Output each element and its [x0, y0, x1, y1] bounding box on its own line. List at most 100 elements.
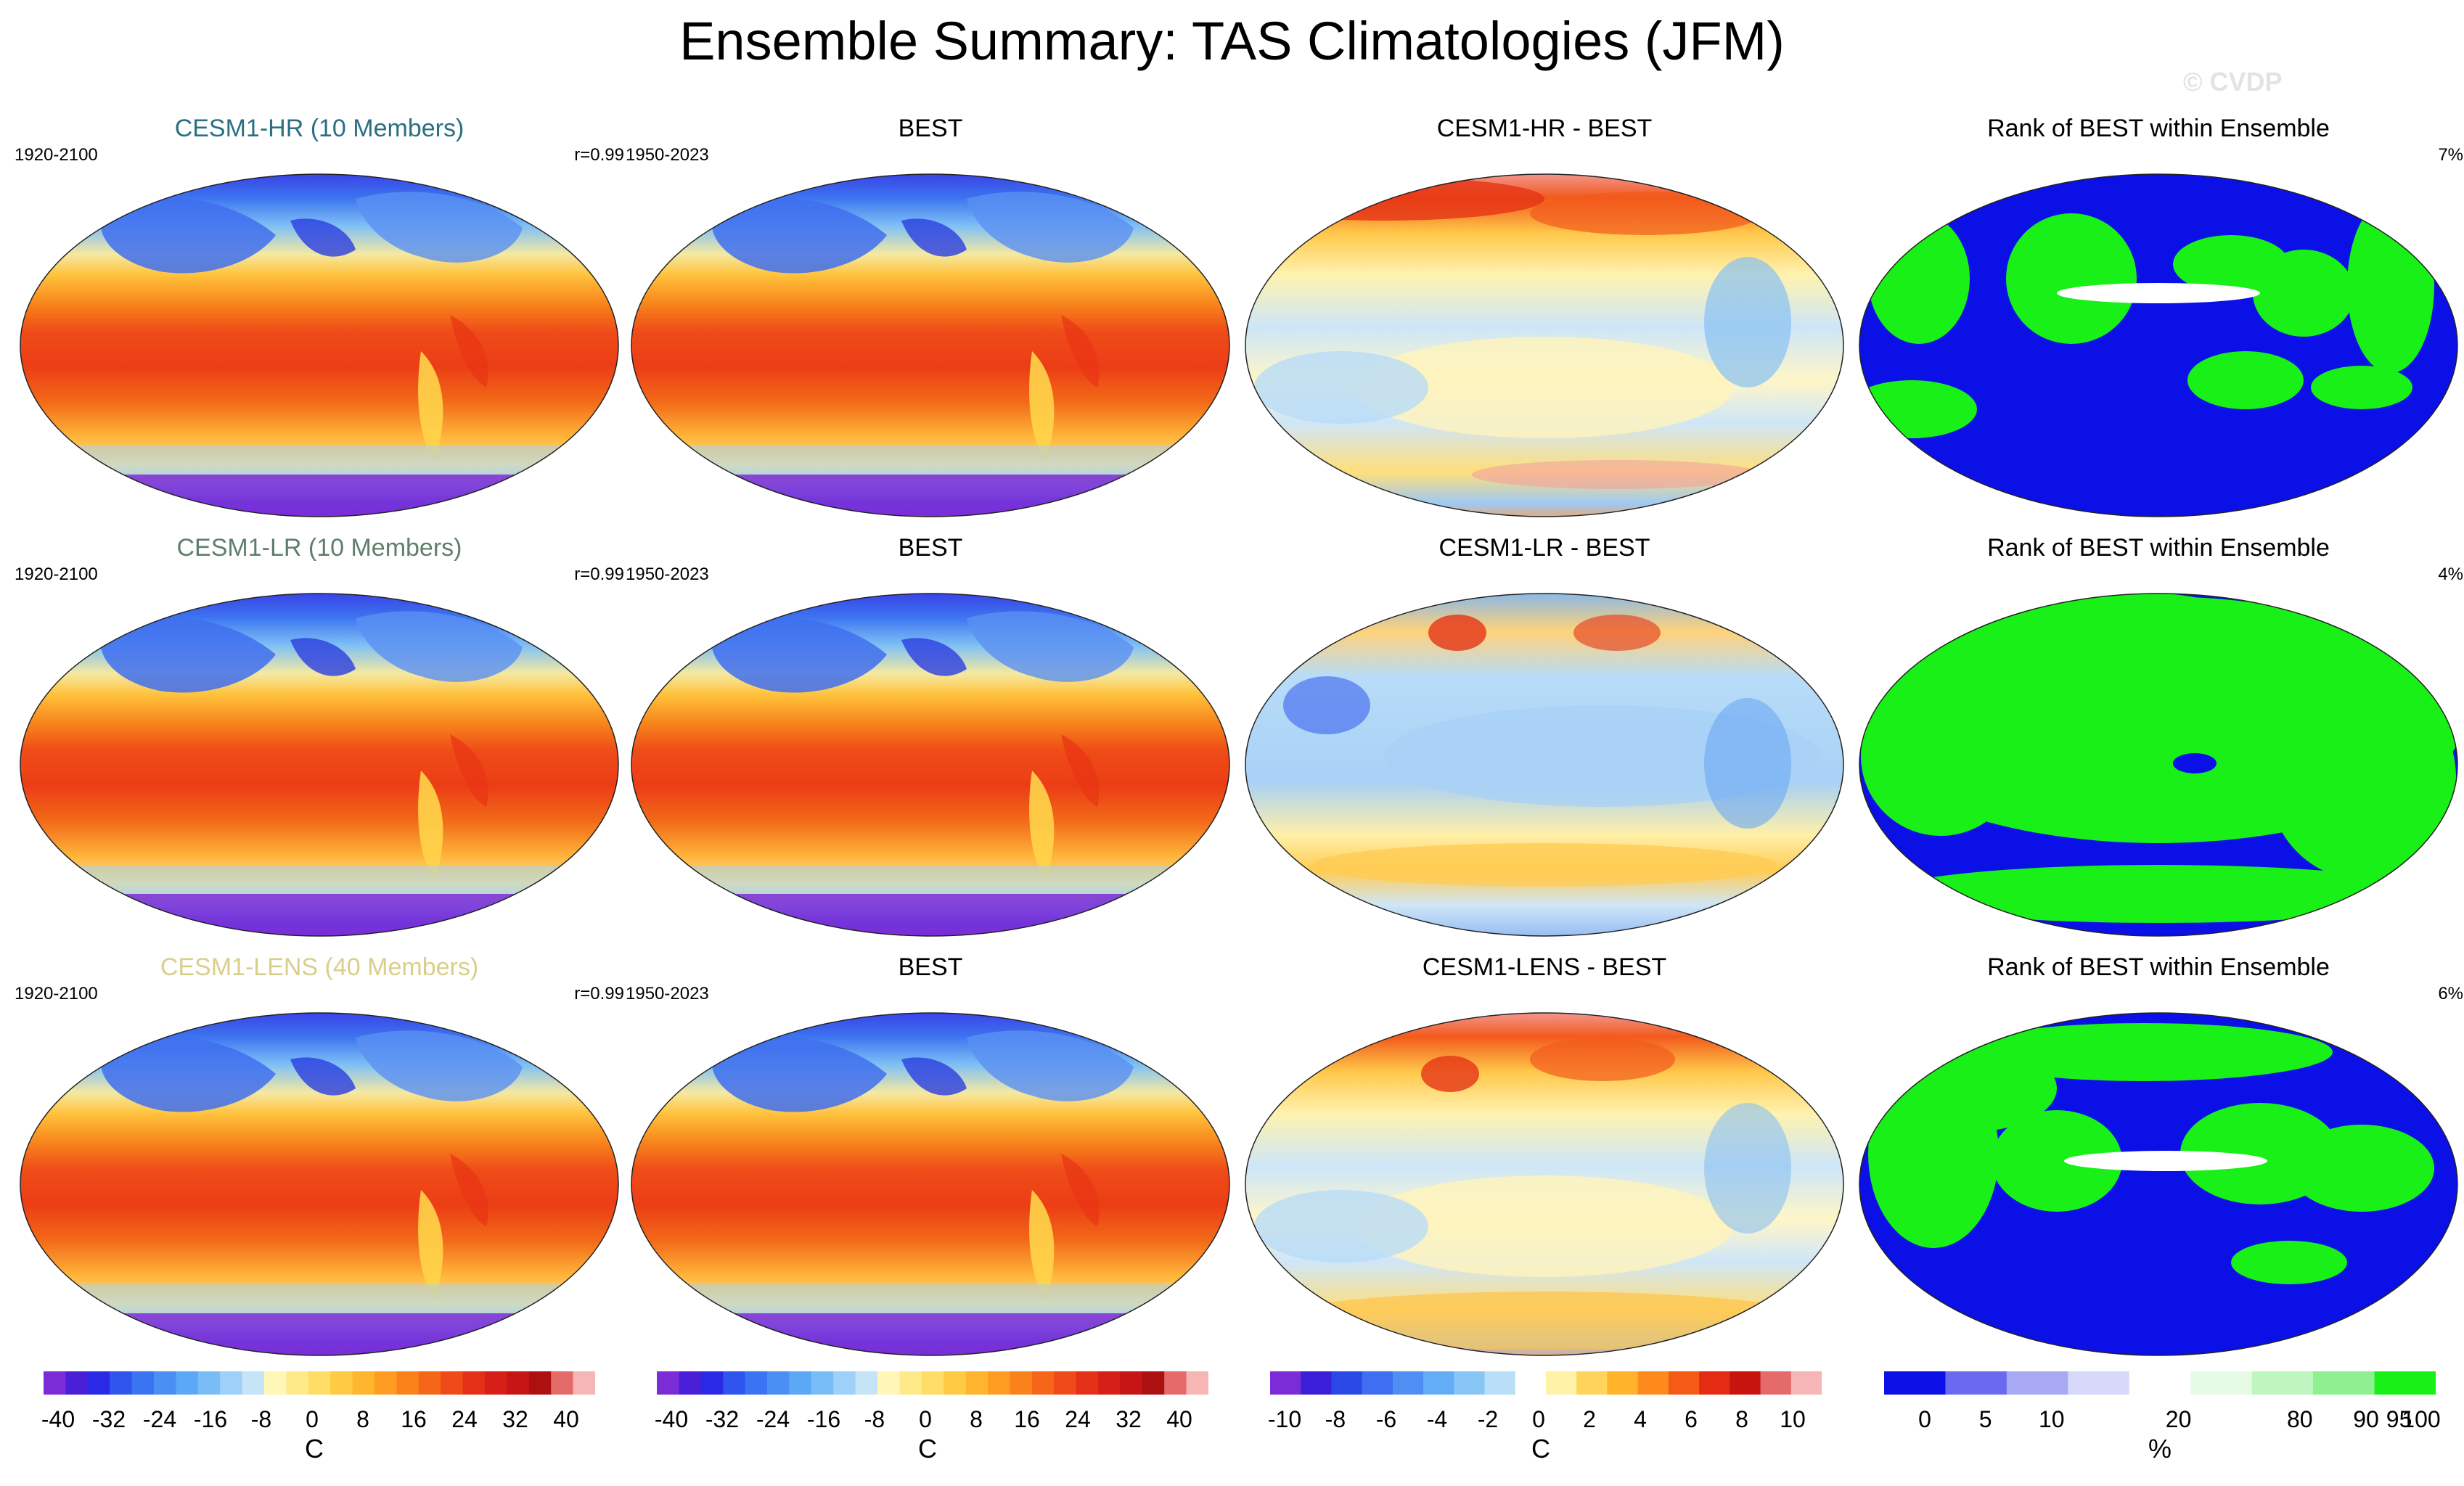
colorbar-swatch: [789, 1371, 812, 1395]
colorbar-tick: -24: [142, 1406, 177, 1432]
colorbar-tick: -16: [806, 1406, 841, 1432]
colorbar-swatch: [855, 1371, 878, 1395]
colorbar-unit: C: [305, 1434, 324, 1464]
colorbar-swatch: [1142, 1371, 1165, 1395]
map-container: [1854, 589, 2463, 940]
colorbar-swatch: [573, 1371, 595, 1395]
colorbar-swatch: [1423, 1371, 1454, 1395]
colorbar-swatch: [176, 1371, 199, 1395]
colorbar-swatch: [2129, 1371, 2191, 1395]
colorbar-tick: 2: [1583, 1406, 1596, 1432]
colorbar-tick: -40: [41, 1406, 75, 1432]
panel-percent: 7%: [2438, 145, 2463, 165]
colorbar-tick: 0: [306, 1406, 319, 1432]
panel-model-row-2: CESM1-LR (10 Members) 1920-2100 r=0.99: [15, 534, 624, 940]
map-container: [1854, 170, 2463, 521]
colorbar-tick: 10: [1780, 1406, 1806, 1432]
colorbar-swatch: [110, 1371, 133, 1395]
panel-diff-row-3: CESM1-LENS - BEST: [1240, 953, 1849, 1360]
diff-map-1: [1245, 173, 1844, 517]
model-map-3: [20, 1012, 619, 1356]
colorbar-swatch: [679, 1371, 702, 1395]
colorbar-swatch: [811, 1371, 834, 1395]
obs-map-1: [631, 173, 1230, 517]
colorbar-swatch: [2374, 1371, 2436, 1395]
panel-rank-row-1: Rank of BEST within Ensemble 7%: [1854, 115, 2463, 521]
map-container: [1240, 170, 1849, 521]
panel-obs-row-1: BEST 1950-2023: [626, 115, 1235, 521]
colorbar-swatch: [723, 1371, 746, 1395]
colorbar-tick: 100: [2402, 1406, 2441, 1432]
map-container: [626, 589, 1235, 940]
colorbar-swatch: [1186, 1371, 1208, 1395]
colorbar-tick: 32: [1116, 1406, 1142, 1432]
panel-title: Rank of BEST within Ensemble: [1987, 953, 2330, 981]
rank-map-2: [1859, 593, 2458, 937]
map-container: [626, 1009, 1235, 1360]
colorbar-swatch: [462, 1371, 486, 1395]
colorbar-swatch: [1098, 1371, 1121, 1395]
colorbar-unit: C: [1531, 1434, 1550, 1464]
model-map-1: [20, 173, 619, 517]
colorbar-3: -10 -8 -6 -4 -2 0 2 4 6 8 10 C: [1267, 1371, 1880, 1466]
colorbar-tick: 6: [1685, 1406, 1698, 1432]
colorbar-4: 0 5 10 20 80 90 95 100%: [1884, 1371, 2464, 1466]
colorbar-tick: 8: [356, 1406, 369, 1432]
colorbar-swatch: [131, 1371, 155, 1395]
colorbar-swatch: [528, 1371, 552, 1395]
diff-map-3: [1245, 1012, 1844, 1356]
colorbar-tick: 80: [2287, 1406, 2313, 1432]
colorbar-swatch: [1699, 1371, 1730, 1395]
colorbar-tick: -32: [91, 1406, 126, 1432]
panel-period: 1950-2023: [626, 984, 709, 1003]
colorbar-swatch: [87, 1371, 110, 1395]
credit-watermark: © CVDP: [2183, 67, 2283, 97]
colorbar-swatch: [551, 1371, 574, 1395]
panel-obs-row-2: BEST 1950-2023: [626, 534, 1235, 940]
colorbar-swatch: [1120, 1371, 1143, 1395]
colorbar-tick: 24: [1065, 1406, 1091, 1432]
colorbar-swatch: [1362, 1371, 1393, 1395]
colorbar-tick: 16: [401, 1406, 427, 1432]
panel-period: 1950-2023: [626, 145, 709, 165]
map-container: [1240, 1009, 1849, 1360]
colorbar-swatch: [264, 1371, 287, 1395]
colorbar-tick: -10: [1267, 1406, 1302, 1432]
colorbar-swatch: [441, 1371, 464, 1395]
colorbar-swatch: [396, 1371, 419, 1395]
colorbar-tick: -2: [1477, 1406, 1499, 1432]
rank-map-3: [1859, 1012, 2458, 1356]
panel-period: 1920-2100: [15, 565, 98, 584]
colorbar-swatch: [1270, 1371, 1301, 1395]
panel-diff-row-1: CESM1-HR - BEST: [1240, 115, 1849, 521]
colorbar-swatch: [899, 1371, 922, 1395]
colorbar-swatch: [767, 1371, 790, 1395]
colorbar-swatch: [1484, 1371, 1516, 1395]
colorbar-swatch: [1031, 1371, 1055, 1395]
colorbar-swatch: [242, 1371, 265, 1395]
panel-title: CESM1-HR (10 Members): [174, 115, 464, 142]
colorbar-swatch: [745, 1371, 768, 1395]
colorbar-swatch: [374, 1371, 397, 1395]
colorbar-swatch: [2251, 1371, 2314, 1395]
colorbar-swatch: [944, 1371, 967, 1395]
colorbar-swatch: [1546, 1371, 1577, 1395]
colorbar-swatch: [65, 1371, 89, 1395]
colorbar-swatch: [220, 1371, 243, 1395]
colorbar-tick: -4: [1426, 1406, 1448, 1432]
panel-title: Rank of BEST within Ensemble: [1987, 115, 2330, 142]
colorbar-swatch: [1454, 1371, 1486, 1395]
colorbar-swatch: [418, 1371, 441, 1395]
panel-title: BEST: [898, 115, 963, 142]
diff-map-2: [1245, 593, 1844, 937]
colorbar-tick: 4: [1634, 1406, 1647, 1432]
panel-obs-row-3: BEST 1950-2023: [626, 953, 1235, 1360]
colorbar-tick: -40: [654, 1406, 689, 1432]
obs-map-3: [631, 1012, 1230, 1356]
panel-diff-row-2: CESM1-LR - BEST: [1240, 534, 1849, 940]
panel-title: CESM1-LENS (40 Members): [160, 953, 479, 981]
colorbar-swatch: [485, 1371, 507, 1395]
colorbar-tick: 10: [2039, 1406, 2065, 1432]
map-container: [15, 589, 624, 940]
colorbar-swatch: [988, 1371, 1010, 1395]
